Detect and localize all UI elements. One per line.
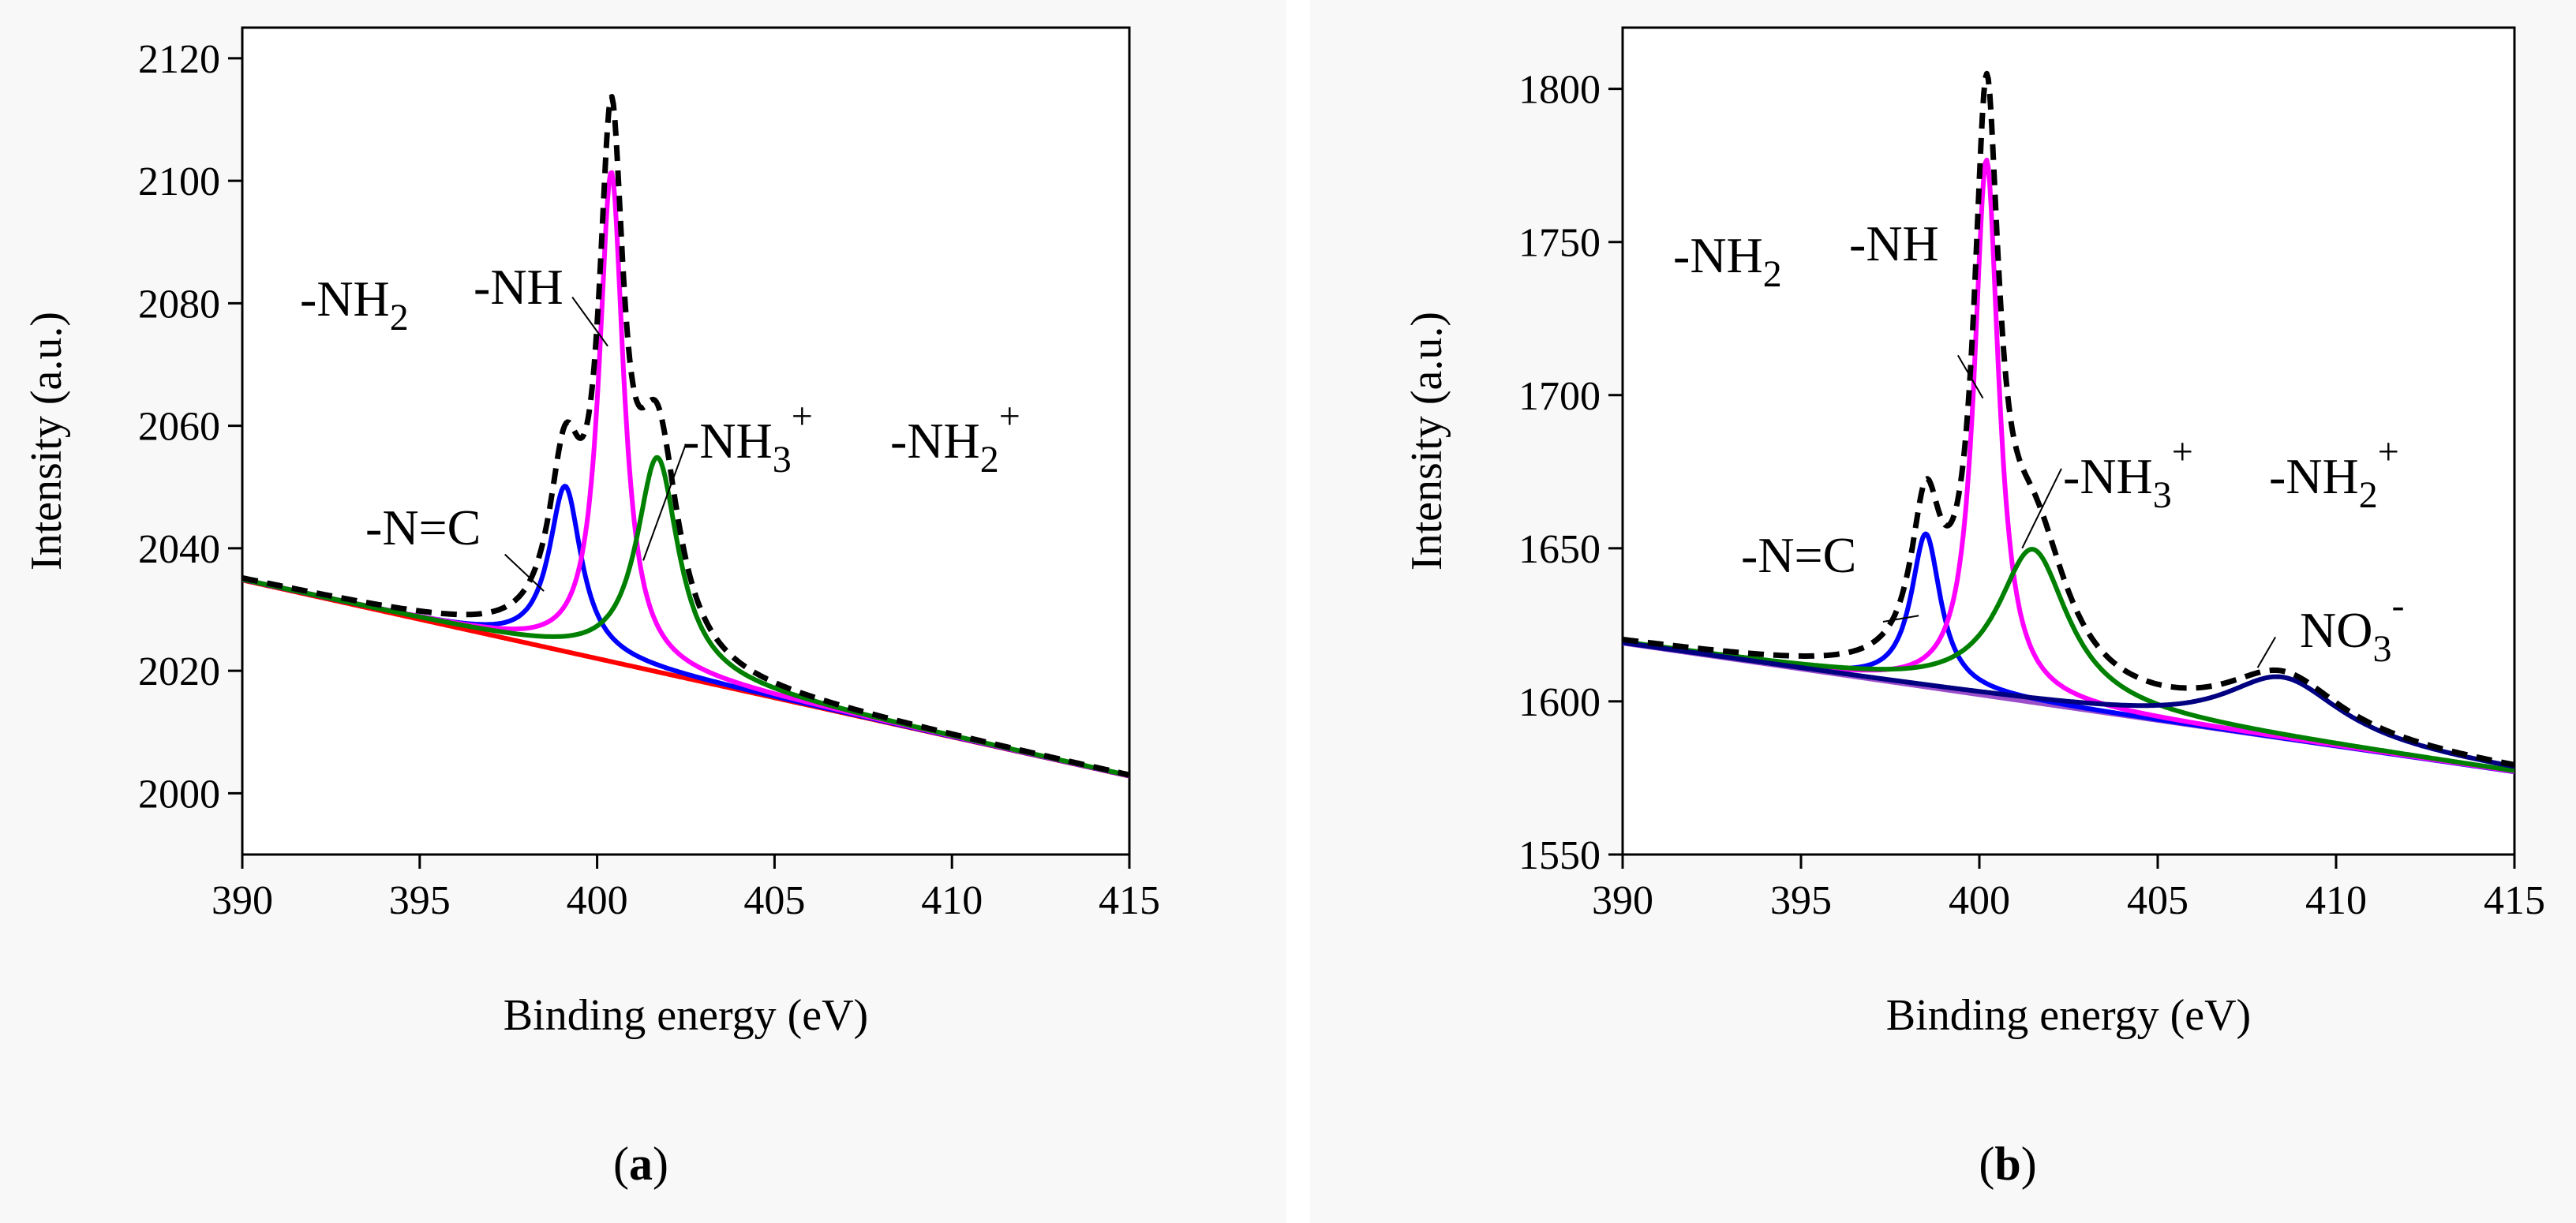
y-axis-title: Intensity (a.u.) — [1402, 312, 1451, 570]
plot-area — [241, 26, 1131, 856]
annotation-leader — [2256, 636, 2277, 668]
chart-b: 390 395 400 405 410 415 1550 1600 1650 1700 1750 18… — [1402, 26, 2545, 1040]
annotation-leader — [642, 443, 687, 561]
x-axis-title: Binding energy (eV) — [1886, 991, 2251, 1040]
x-tick-label: 415 — [2484, 878, 2545, 923]
annotation-leader — [571, 296, 608, 347]
x-tick-label: 405 — [2127, 878, 2188, 923]
annotation-label: -NH2+ — [890, 395, 1020, 481]
annotation-leader — [504, 553, 545, 592]
annotation-leader — [2021, 468, 2062, 549]
y-tick-label: 1550 — [1518, 833, 1601, 878]
y-tick-label: 2100 — [138, 159, 220, 204]
series-nh3 — [1623, 547, 2514, 773]
annotation-label: -N=C — [365, 499, 481, 555]
series-no3 — [1623, 640, 2514, 769]
y-tick-label: 1650 — [1518, 527, 1601, 572]
annotation-leader — [1957, 354, 1984, 399]
y-tick-label: 1600 — [1518, 680, 1601, 725]
y-tick-label: 2120 — [138, 37, 220, 82]
annotation-label: -N=C — [1741, 527, 1856, 583]
x-tick-label: 410 — [921, 878, 983, 923]
y-tick-label: 2040 — [138, 527, 220, 572]
x-tick-label: 415 — [1099, 878, 1160, 923]
x-tick-label: 400 — [1949, 878, 2010, 923]
annotation-label: -NH2+ — [2269, 431, 2399, 516]
x-tick-label: 390 — [212, 878, 273, 923]
y-tick-label: 1700 — [1518, 374, 1601, 419]
series-envelope — [242, 94, 1129, 778]
y-tick-label: 2000 — [138, 772, 220, 817]
y-tick-label: 2060 — [138, 405, 220, 450]
x-tick-label: 400 — [567, 878, 628, 923]
y-tick-label: 2080 — [138, 282, 220, 327]
annotation-label: -NH — [1849, 215, 1939, 271]
x-axis-title: Binding energy (eV) — [504, 991, 868, 1040]
chart-a: 390 395 400 405 410 415 2000 2020 2040 2060 2080 21… — [22, 26, 1160, 1040]
y-tick-label: 2020 — [138, 649, 220, 694]
curves — [1623, 70, 2514, 775]
annotation-leader — [1882, 615, 1919, 623]
annotation-label: NO3- — [2300, 585, 2404, 670]
annotation-label: -NH3+ — [683, 395, 813, 481]
plot-area — [1621, 26, 2516, 856]
x-tick-label: 405 — [743, 878, 805, 923]
x-tick-label: 390 — [1592, 878, 1653, 923]
series-envelope — [1623, 70, 2514, 768]
y-tick-label: 1800 — [1518, 68, 1601, 113]
y-tick-label: 1750 — [1518, 221, 1601, 266]
x-tick-label: 410 — [2305, 878, 2367, 923]
annotation-label: -NH2 — [1673, 227, 1782, 295]
caption-b: (b) — [1979, 1138, 2036, 1190]
x-tick-label: 395 — [389, 878, 451, 923]
annotation-label: -NH3+ — [2063, 431, 2193, 516]
y-axis-title: Intensity (a.u.) — [22, 312, 71, 570]
annotation-label: -NH — [474, 259, 564, 315]
caption-a: (a) — [613, 1138, 668, 1190]
curves — [242, 94, 1129, 779]
annotation-label: -NH2 — [300, 271, 409, 338]
x-tick-label: 395 — [1770, 878, 1832, 923]
